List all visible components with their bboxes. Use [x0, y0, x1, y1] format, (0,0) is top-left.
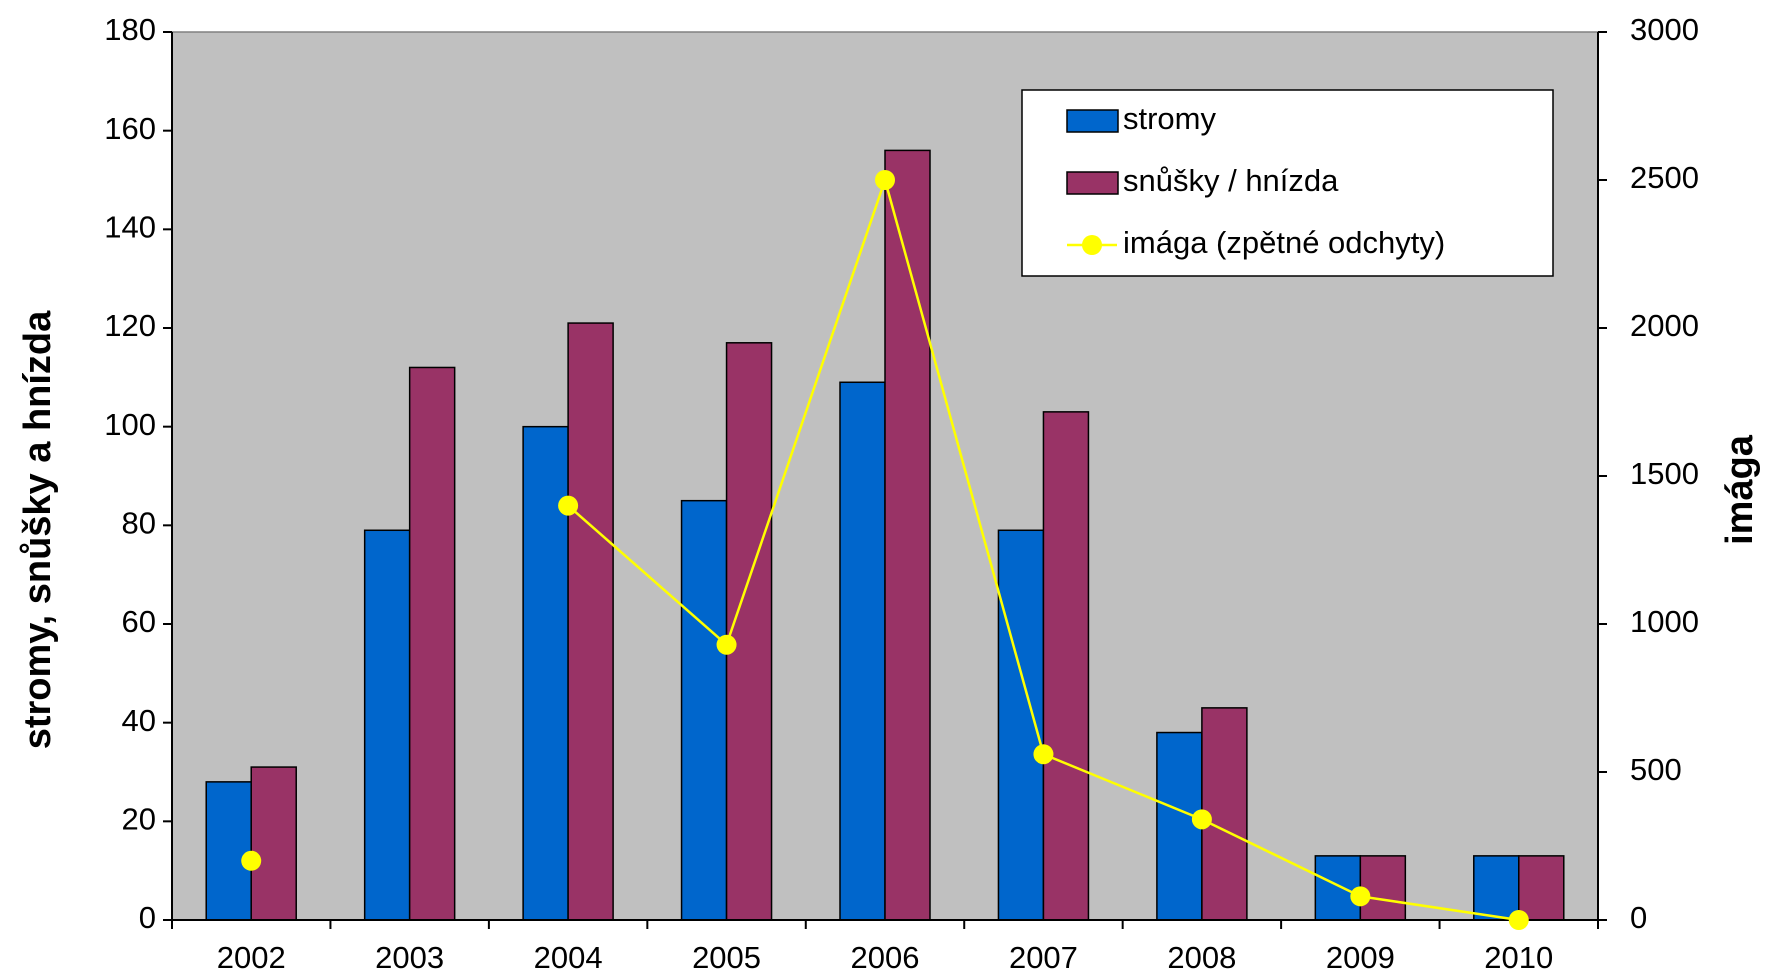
- y-tick-label: 0: [139, 900, 156, 935]
- bar: [884, 149, 931, 921]
- bar: [839, 381, 886, 921]
- legend-marker: [1082, 235, 1102, 255]
- x-tick-label: 2004: [534, 940, 603, 975]
- legend-label: snůšky / hnízda: [1123, 163, 1339, 198]
- y-tick-label: 40: [122, 703, 156, 738]
- y-tick-label: 160: [104, 111, 156, 146]
- legend-swatch: [1066, 109, 1119, 133]
- legend-label: imága (zpětné odchyty): [1123, 225, 1445, 260]
- x-tick-label: 2006: [851, 940, 920, 975]
- bar: [1156, 731, 1203, 921]
- bar: [567, 322, 614, 921]
- y2-tick-label: 1000: [1630, 604, 1699, 639]
- bar: [408, 366, 456, 921]
- x-tick-label: 2009: [1326, 940, 1395, 975]
- x-tick-label: 2008: [1167, 940, 1236, 975]
- point: [558, 495, 579, 516]
- point: [716, 634, 737, 655]
- y2-tick-label: 0: [1630, 900, 1647, 935]
- bar: [205, 781, 252, 921]
- x-tick-label: 2003: [375, 940, 444, 975]
- y-tick-label: 180: [104, 12, 156, 47]
- y2-axis-title: imága: [1719, 434, 1761, 545]
- y-tick-label: 20: [122, 802, 156, 837]
- bar: [725, 342, 773, 921]
- x-tick-label: 2007: [1009, 940, 1078, 975]
- y2-tick-label: 1500: [1630, 456, 1699, 491]
- legend-swatch: [1066, 171, 1119, 195]
- y2-tick-label: 2000: [1630, 308, 1699, 343]
- bar: [1042, 411, 1090, 921]
- x-tick-label: 2005: [692, 940, 761, 975]
- y2-tick-label: 2500: [1630, 160, 1699, 195]
- y-tick-label: 60: [122, 604, 156, 639]
- y-tick-label: 80: [122, 506, 156, 541]
- y-axis-title: stromy, snůšky a hnízda: [17, 310, 59, 749]
- point: [1191, 809, 1212, 830]
- bar: [250, 766, 297, 921]
- bar: [1473, 855, 1520, 921]
- bar: [1314, 855, 1362, 921]
- point: [1350, 886, 1371, 907]
- x-tick-label: 2002: [217, 940, 286, 975]
- point: [1508, 910, 1529, 930]
- y-tick-label: 120: [104, 308, 156, 343]
- y2-tick-label: 500: [1630, 752, 1682, 787]
- bar: [363, 529, 411, 921]
- point: [875, 170, 895, 190]
- y-tick-label: 140: [104, 210, 156, 245]
- y-tick-label: 100: [104, 407, 156, 442]
- point: [1033, 744, 1054, 765]
- point: [241, 850, 262, 871]
- y2-tick-label: 3000: [1630, 12, 1699, 47]
- bar: [1518, 855, 1565, 921]
- x-tick-label: 2010: [1484, 940, 1553, 975]
- bar: [1359, 855, 1407, 921]
- legend-label: stromy: [1123, 101, 1217, 136]
- bar: [680, 499, 728, 921]
